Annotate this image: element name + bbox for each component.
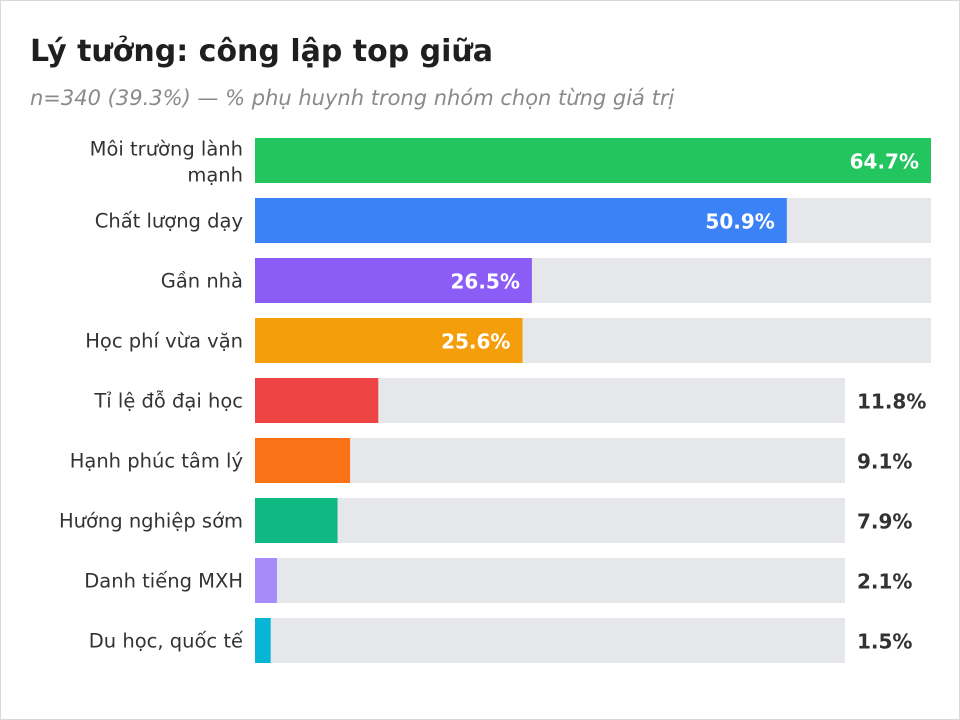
bar-track bbox=[255, 558, 845, 603]
category-label: Hạnh phúc tâm lý bbox=[70, 450, 243, 473]
category-label: Du học, quốc tế bbox=[89, 630, 243, 653]
bar bbox=[255, 378, 379, 423]
bar bbox=[255, 558, 277, 603]
category-label: Học phí vừa vặn bbox=[85, 330, 243, 353]
chart-subtitle: n=340 (39.3%) — % phụ huynh trong nhóm c… bbox=[30, 86, 675, 110]
chart-title: Lý tưởng: công lập top giữa bbox=[30, 34, 494, 69]
bar bbox=[255, 138, 931, 183]
category-label: Danh tiếng MXH bbox=[84, 570, 243, 593]
bar-track bbox=[255, 498, 845, 543]
value-label: 25.6% bbox=[441, 330, 510, 354]
value-label: 11.8% bbox=[857, 390, 926, 414]
value-label: 7.9% bbox=[857, 510, 912, 534]
value-label: 9.1% bbox=[857, 450, 912, 474]
bar bbox=[255, 258, 532, 303]
category-label: Môi trường lành mạnh bbox=[90, 138, 243, 187]
bar bbox=[255, 498, 338, 543]
value-label: 64.7% bbox=[850, 150, 919, 174]
value-label: 2.1% bbox=[857, 570, 912, 594]
category-label: Hướng nghiệp sớm bbox=[59, 510, 243, 533]
category-label: Tỉ lệ đỗ đại học bbox=[93, 390, 243, 413]
value-label: 1.5% bbox=[857, 630, 912, 654]
bar bbox=[255, 618, 271, 663]
bar bbox=[255, 318, 523, 363]
bar-track bbox=[255, 438, 845, 483]
bar bbox=[255, 438, 351, 483]
value-label: 26.5% bbox=[450, 270, 519, 294]
category-label: Chất lượng dạy bbox=[95, 210, 243, 233]
category-label: Gần nhà bbox=[161, 270, 243, 293]
value-label: 50.9% bbox=[705, 210, 774, 234]
bar-track bbox=[255, 618, 845, 663]
bar bbox=[255, 198, 787, 243]
